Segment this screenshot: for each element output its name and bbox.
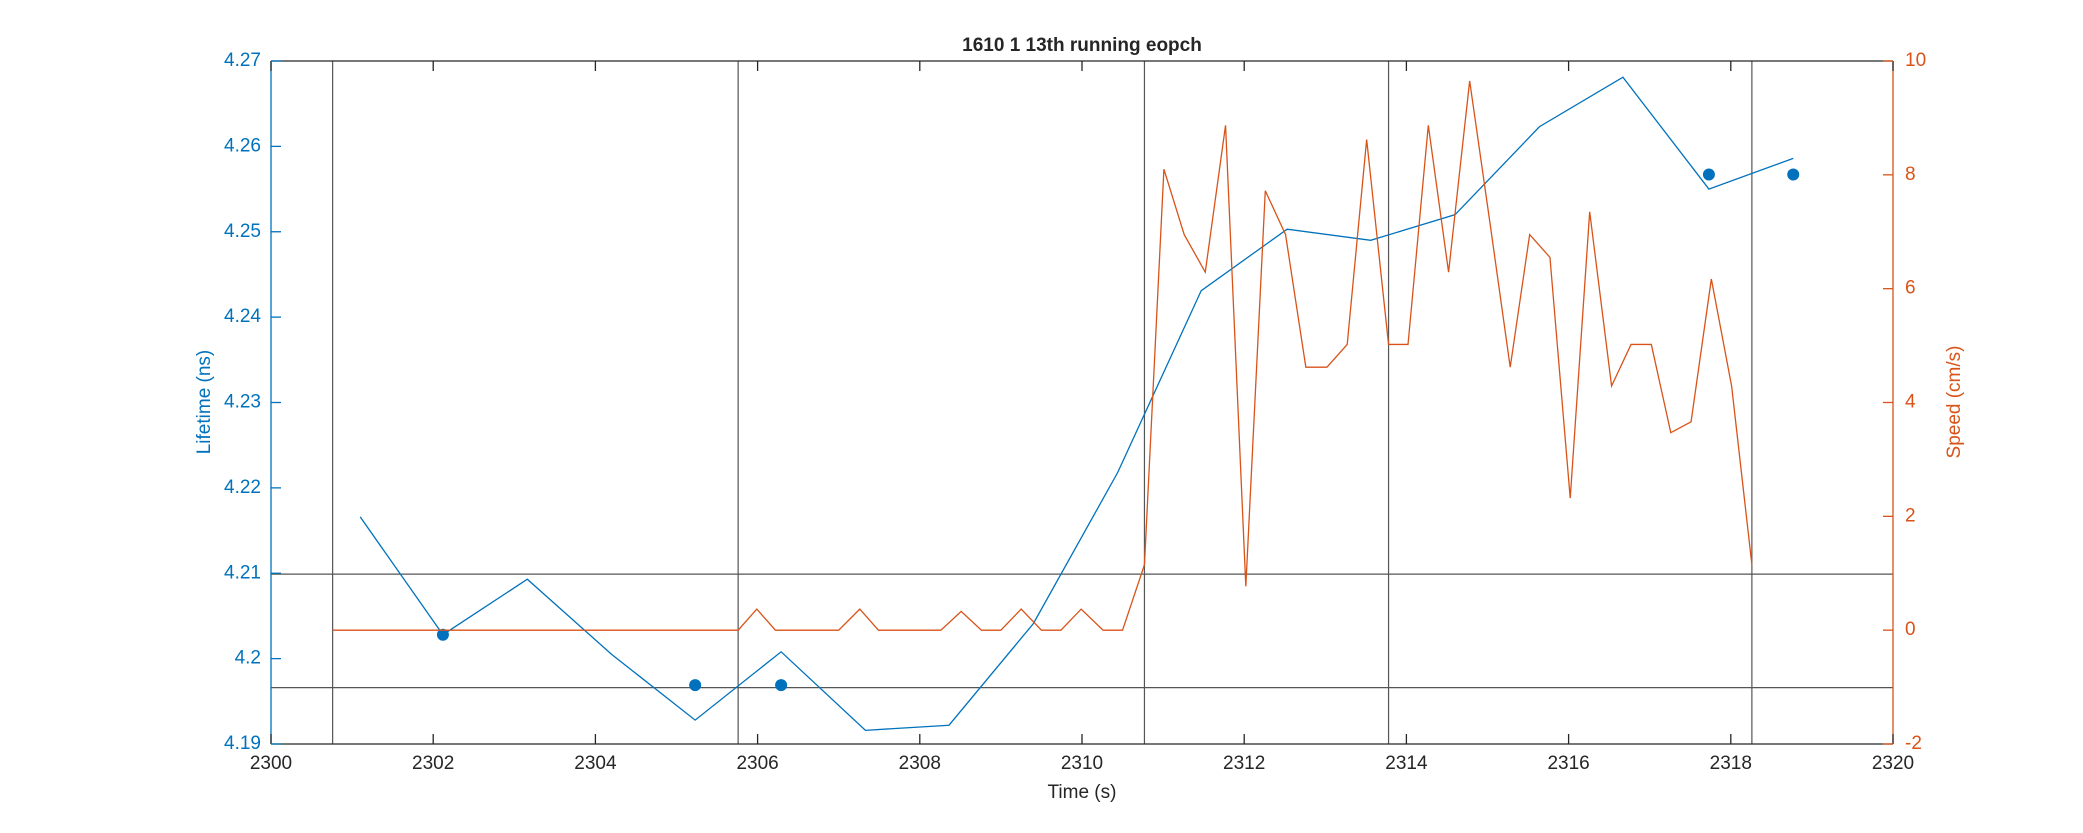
y2-tick-label: 4 bbox=[1905, 392, 1916, 413]
y2-tick-label: 6 bbox=[1905, 278, 1916, 299]
data-line bbox=[359, 76, 1794, 732]
y-tick-label: 4.21 bbox=[224, 562, 261, 583]
y-tick-label: 4.19 bbox=[224, 733, 261, 754]
x-tick-label: 2310 bbox=[1061, 753, 1103, 774]
y-tick-label: 4.23 bbox=[224, 392, 261, 413]
y2-tick-label: 2 bbox=[1905, 505, 1916, 526]
data-point bbox=[1702, 168, 1715, 181]
x-tick-label: 2300 bbox=[250, 753, 292, 774]
x-tick-label: 2302 bbox=[412, 753, 454, 774]
data-point bbox=[436, 628, 449, 641]
x-tick-label: 2306 bbox=[736, 753, 778, 774]
x-tick-label: 2308 bbox=[899, 753, 941, 774]
data-point bbox=[1787, 168, 1800, 181]
y-tick-label: 4.26 bbox=[224, 135, 261, 156]
y2-tick-label: 10 bbox=[1905, 50, 1926, 71]
data-point bbox=[689, 679, 702, 692]
y2-tick-label: -2 bbox=[1905, 733, 1922, 754]
y-tick-label: 4.22 bbox=[224, 477, 261, 498]
y2-axis-label: Speed (cm/s) bbox=[1944, 346, 1965, 459]
x-axis-label: Time (s) bbox=[1048, 782, 1117, 803]
y-tick-label: 4.25 bbox=[224, 221, 261, 242]
data-point bbox=[775, 679, 788, 692]
y-tick-label: 4.24 bbox=[224, 306, 261, 327]
x-tick-label: 2312 bbox=[1223, 753, 1265, 774]
x-tick-label: 2318 bbox=[1710, 753, 1752, 774]
x-tick-label: 2316 bbox=[1547, 753, 1589, 774]
chart-title: 1610 1 13th running eopch bbox=[962, 35, 1202, 56]
y-axis-label: Lifetime (ns) bbox=[194, 350, 215, 455]
y2-tick-label: 8 bbox=[1905, 164, 1916, 185]
x-tick-label: 2320 bbox=[1872, 753, 1914, 774]
y-tick-label: 4.2 bbox=[235, 648, 261, 669]
x-tick-label: 2304 bbox=[574, 753, 617, 774]
y2-tick-label: 0 bbox=[1905, 619, 1916, 640]
y-tick-label: 4.27 bbox=[224, 50, 261, 71]
x-tick-label: 2314 bbox=[1385, 753, 1428, 774]
data-line bbox=[332, 80, 1753, 631]
